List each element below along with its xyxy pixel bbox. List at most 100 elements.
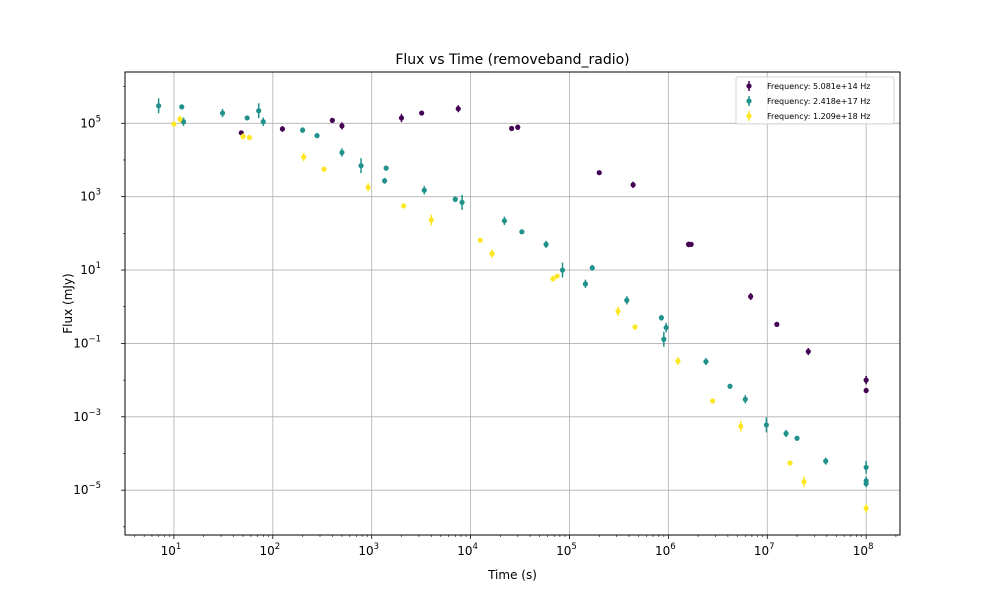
legend-marker [746, 98, 752, 104]
plot-frame [124, 71, 901, 536]
data-point [783, 430, 789, 437]
data-point [763, 422, 769, 428]
chart-title: Flux vs Time (removeband_radio) [395, 52, 629, 68]
data-point [177, 116, 183, 122]
x-tick-label: 107 [754, 542, 775, 558]
y-tick-label: 103 [80, 188, 101, 204]
legend-label: Frequency: 5.081e+14 Hz [767, 82, 870, 91]
data-point [582, 281, 589, 287]
data-point [863, 464, 869, 470]
data-point [452, 196, 458, 202]
data-point [321, 166, 327, 172]
data-point [501, 218, 508, 224]
data-point [615, 308, 621, 314]
data-point [314, 133, 320, 139]
data-point [459, 199, 465, 205]
y-tick-label: 10−1 [73, 334, 101, 350]
legend-label: Frequency: 1.209e+18 Hz [767, 112, 870, 121]
legend-marker [746, 113, 752, 119]
data-point [863, 377, 869, 383]
data-point [727, 383, 733, 389]
data-point [630, 182, 636, 188]
legend-label: Frequency: 2.418e+17 Hz [767, 97, 870, 106]
legend-marker [746, 83, 752, 89]
data-point [863, 505, 869, 511]
y-axis-label: Flux (mJy) [61, 273, 75, 333]
data-point [675, 358, 681, 364]
data-point [663, 324, 669, 331]
x-axis-label: Time (s) [487, 568, 537, 582]
data-point [180, 119, 187, 125]
data-point [260, 119, 266, 125]
data-point [787, 460, 793, 466]
data-point [256, 108, 262, 114]
data-point [632, 324, 638, 330]
x-tick-label: 108 [853, 542, 874, 558]
data-point [419, 110, 425, 116]
data-point [559, 267, 566, 273]
data-point [428, 217, 434, 223]
data-point [774, 321, 780, 327]
data-point [156, 103, 162, 109]
data-point [519, 229, 525, 235]
data-point [240, 133, 246, 139]
data-point [358, 163, 364, 169]
x-tick-label: 102 [259, 542, 280, 558]
data-point [477, 237, 483, 243]
x-tick-label: 104 [457, 542, 478, 558]
data-point [246, 134, 253, 141]
y-tick-label: 101 [80, 261, 101, 277]
data-point [801, 479, 807, 485]
data-point [863, 387, 869, 394]
data-point [515, 124, 521, 130]
data-point [554, 273, 560, 279]
data-point [794, 435, 800, 441]
x-tick-label: 103 [358, 542, 379, 558]
series-3 [171, 115, 869, 513]
data-point [742, 396, 748, 402]
grid [125, 72, 900, 535]
data-point [279, 126, 286, 132]
data-point [823, 458, 829, 464]
data-point [738, 423, 744, 429]
data-point [244, 115, 250, 121]
data-point [383, 165, 389, 171]
data-point [299, 127, 306, 133]
data-point [709, 398, 716, 404]
data-point [543, 241, 549, 247]
data-point [398, 115, 405, 121]
y-tick-label: 105 [80, 114, 101, 130]
x-tick-label: 105 [556, 542, 577, 558]
data-point [400, 203, 407, 209]
data-point [365, 184, 371, 190]
series-2 [156, 98, 869, 488]
data-point [550, 276, 556, 282]
data-point [688, 241, 694, 247]
data-point [863, 481, 869, 487]
x-tick-label: 101 [161, 542, 182, 558]
series-1 [238, 105, 869, 394]
data-point [489, 251, 495, 257]
axis-ticks: 101 102 103 104 105 106 107 108 10−5 10−3 10−1 101 1… [73, 86, 897, 558]
data-point [589, 265, 595, 271]
data-points [156, 98, 869, 513]
data-point [339, 123, 345, 129]
data-point [455, 106, 461, 112]
data-point [805, 348, 811, 355]
data-point [301, 154, 307, 160]
y-tick-label: 10−3 [73, 408, 101, 424]
data-point [661, 336, 667, 342]
x-tick-label: 106 [655, 542, 676, 558]
data-point [421, 187, 427, 193]
data-point [703, 358, 709, 365]
data-point [381, 178, 388, 184]
data-point [509, 125, 515, 132]
data-point [748, 293, 754, 300]
data-point [596, 170, 602, 176]
data-point [171, 121, 177, 127]
data-point [179, 104, 185, 110]
legend-box [735, 76, 895, 125]
data-point [329, 117, 335, 123]
data-point [219, 110, 226, 116]
